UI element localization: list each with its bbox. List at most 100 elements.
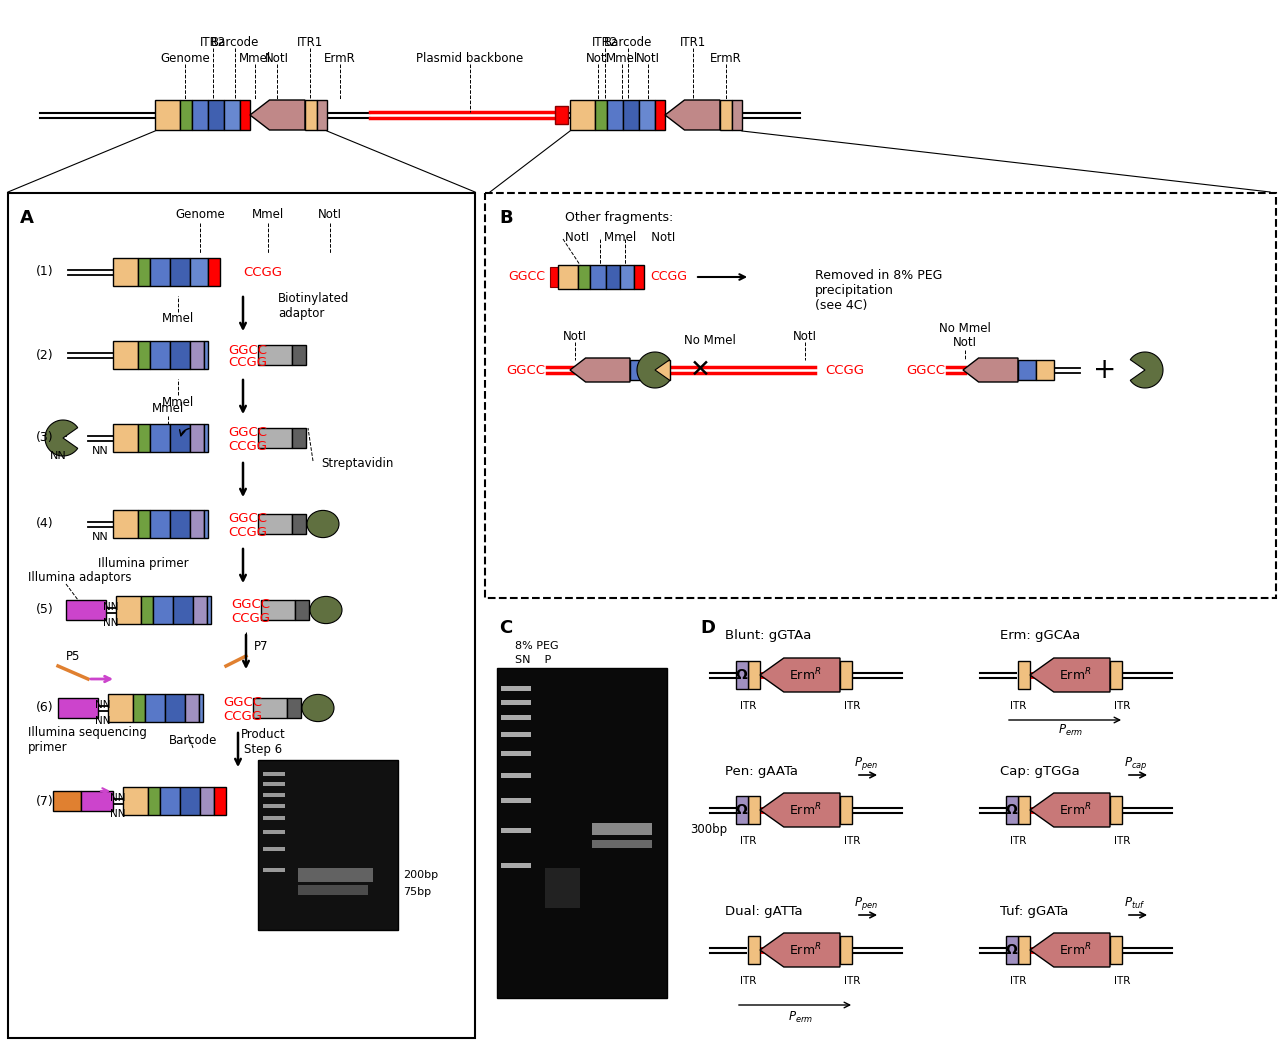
Text: $P_{cap}$: $P_{cap}$ — [1124, 754, 1148, 771]
Text: CCGG: CCGG — [223, 710, 262, 722]
Bar — [1109, 661, 1122, 689]
Text: $P_{tuf}$: $P_{tuf}$ — [1124, 896, 1145, 910]
Bar — [736, 661, 749, 689]
Text: Product
Step 6: Product Step 6 — [240, 728, 285, 756]
Bar — [749, 661, 760, 689]
Text: 300bp: 300bp — [690, 823, 727, 836]
Bar — [501, 751, 532, 756]
Polygon shape — [760, 933, 840, 967]
Bar — [113, 424, 137, 452]
Text: NN: NN — [103, 618, 118, 628]
Text: ✕: ✕ — [690, 358, 710, 382]
Text: ITR: ITR — [1113, 701, 1130, 711]
Text: (6): (6) — [36, 701, 54, 715]
Bar — [501, 863, 532, 868]
Text: NN: NN — [91, 446, 108, 456]
Text: Other fragments:: Other fragments: — [565, 211, 673, 224]
Text: ITR: ITR — [1009, 976, 1026, 986]
Bar — [169, 510, 190, 538]
Text: Illumina primer: Illumina primer — [98, 557, 189, 570]
Text: ITR: ITR — [1113, 976, 1130, 986]
Bar — [137, 510, 150, 538]
Text: Ω: Ω — [1007, 803, 1018, 817]
Bar — [180, 787, 200, 815]
Bar — [141, 596, 153, 624]
Text: 8% PEG: 8% PEG — [515, 641, 559, 651]
Text: ITR1: ITR1 — [679, 36, 706, 48]
Bar — [190, 510, 204, 538]
Bar — [570, 100, 594, 130]
Bar — [550, 268, 559, 287]
Text: $P_{erm}$: $P_{erm}$ — [787, 1009, 813, 1024]
Bar — [317, 100, 327, 130]
Bar — [544, 868, 580, 908]
Text: No Mmel: No Mmel — [684, 333, 736, 347]
Bar — [108, 694, 134, 722]
Text: (3): (3) — [36, 432, 54, 444]
Bar — [113, 510, 137, 538]
Bar — [749, 936, 760, 963]
Bar — [200, 787, 214, 815]
Bar — [1005, 796, 1018, 825]
Text: ITR: ITR — [740, 836, 756, 846]
Bar — [497, 668, 666, 998]
Bar — [485, 193, 1276, 598]
Bar — [634, 265, 645, 289]
Bar — [291, 428, 306, 448]
Text: Erm$^R$: Erm$^R$ — [788, 667, 822, 683]
Text: Mmel: Mmel — [152, 402, 184, 416]
Bar — [116, 596, 141, 624]
Polygon shape — [45, 420, 78, 456]
Bar — [840, 796, 853, 825]
Bar — [501, 686, 532, 691]
Text: NotI: NotI — [265, 51, 289, 65]
Polygon shape — [1030, 793, 1109, 827]
Text: (7): (7) — [36, 794, 54, 808]
Text: ITR2: ITR2 — [592, 36, 618, 48]
Bar — [253, 698, 288, 718]
Bar — [607, 100, 623, 130]
Bar — [501, 828, 532, 833]
Polygon shape — [570, 358, 630, 382]
Text: Streptavidin: Streptavidin — [321, 458, 393, 470]
Bar — [153, 596, 173, 624]
Text: ITR: ITR — [844, 701, 860, 711]
Bar — [160, 787, 180, 815]
Bar — [1018, 936, 1030, 963]
Text: NotI: NotI — [636, 51, 660, 65]
Ellipse shape — [307, 510, 339, 537]
Bar — [263, 868, 285, 872]
Bar — [594, 100, 607, 130]
Text: Erm$^R$: Erm$^R$ — [1059, 667, 1091, 683]
Bar — [240, 100, 250, 130]
Text: CCGG: CCGG — [826, 364, 864, 376]
Bar — [840, 936, 853, 963]
Polygon shape — [665, 100, 720, 130]
Text: Blunt: gGTAa: Blunt: gGTAa — [725, 629, 811, 643]
Bar — [113, 341, 137, 369]
Bar — [113, 258, 137, 286]
Bar — [620, 265, 634, 289]
Bar — [258, 760, 398, 930]
Text: NN: NN — [103, 602, 118, 612]
Text: P5: P5 — [65, 650, 81, 663]
Text: NotI: NotI — [953, 336, 977, 349]
Text: Dual: gATTa: Dual: gATTa — [725, 905, 802, 918]
Bar — [8, 193, 475, 1038]
Bar — [150, 341, 169, 369]
Bar — [639, 100, 655, 130]
Text: SN    P: SN P — [515, 655, 551, 665]
Text: Ω: Ω — [736, 803, 747, 817]
Bar — [720, 100, 732, 130]
Bar — [150, 424, 169, 452]
Text: Plasmid backbone: Plasmid backbone — [416, 51, 524, 65]
Bar — [258, 345, 291, 365]
Text: CCGG: CCGG — [229, 356, 267, 370]
Text: C: C — [499, 619, 512, 637]
Bar — [193, 100, 208, 130]
Bar — [485, 603, 684, 1038]
Text: GGCC: GGCC — [229, 512, 267, 526]
Polygon shape — [250, 100, 306, 130]
Bar — [150, 258, 169, 286]
Bar — [134, 694, 145, 722]
